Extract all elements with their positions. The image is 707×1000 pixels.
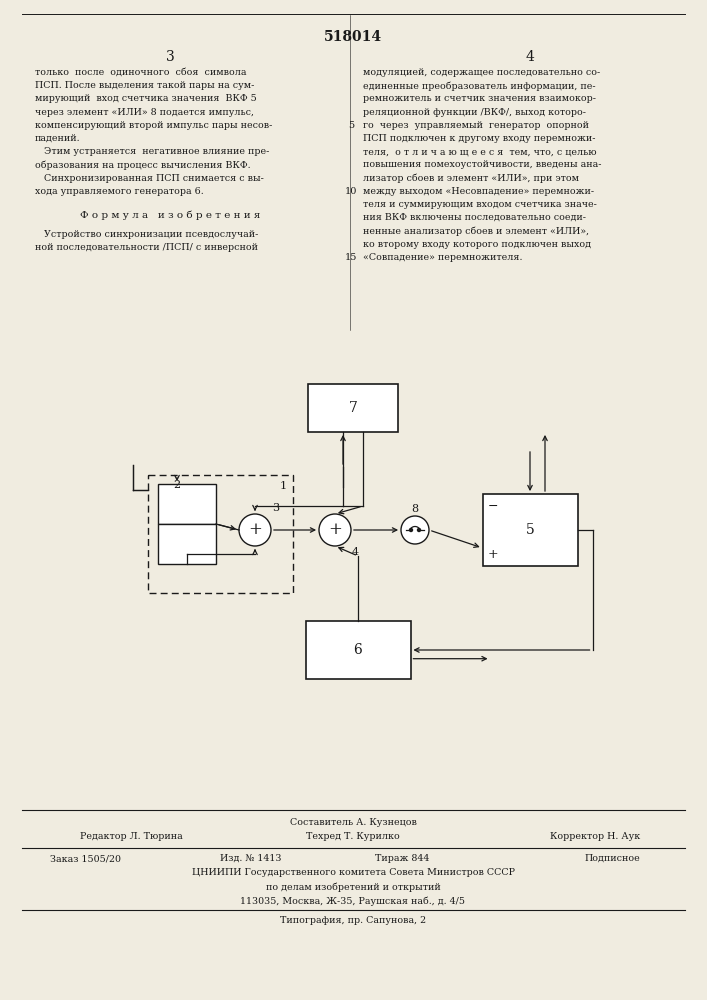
Text: теля,  о т л и ч а ю щ е е с я  тем, что, с целью: теля, о т л и ч а ю щ е е с я тем, что, … bbox=[363, 147, 597, 156]
Text: ненные анализатор сбоев и элемент «ИЛИ»,: ненные анализатор сбоев и элемент «ИЛИ», bbox=[363, 226, 589, 236]
Text: лизатор сбоев и элемент «ИЛИ», при этом: лизатор сбоев и элемент «ИЛИ», при этом bbox=[363, 174, 579, 183]
Circle shape bbox=[319, 514, 351, 546]
Text: Типография, пр. Сапунова, 2: Типография, пр. Сапунова, 2 bbox=[280, 916, 426, 925]
Text: 15: 15 bbox=[345, 253, 357, 262]
Circle shape bbox=[401, 516, 429, 544]
Text: −: − bbox=[488, 499, 498, 512]
Text: между выходом «Несовпадение» перемножи-: между выходом «Несовпадение» перемножи- bbox=[363, 187, 594, 196]
Text: по делам изобретений и открытий: по делам изобретений и открытий bbox=[266, 882, 440, 892]
Text: образования на процесс вычисления ВКФ.: образования на процесс вычисления ВКФ. bbox=[35, 160, 250, 170]
Text: 5: 5 bbox=[525, 523, 534, 537]
Text: Ф о р м у л а   и з о б р е т е н и я: Ф о р м у л а и з о б р е т е н и я bbox=[80, 210, 260, 220]
Text: Составитель А. Кузнецов: Составитель А. Кузнецов bbox=[290, 818, 416, 827]
Text: модуляцией, содержащее последовательно со-: модуляцией, содержащее последовательно с… bbox=[363, 68, 600, 77]
Text: 7: 7 bbox=[349, 401, 358, 415]
Circle shape bbox=[239, 514, 271, 546]
Circle shape bbox=[418, 528, 421, 532]
Text: ПСП. После выделения такой пары на сум-: ПСП. После выделения такой пары на сум- bbox=[35, 81, 255, 90]
Text: 518014: 518014 bbox=[324, 30, 382, 44]
Circle shape bbox=[409, 528, 412, 532]
Bar bbox=[148, 475, 293, 593]
Text: Устройство синхронизации псевдослучай-: Устройство синхронизации псевдослучай- bbox=[35, 230, 258, 239]
Text: ния ВКФ включены последовательно соеди-: ния ВКФ включены последовательно соеди- bbox=[363, 213, 586, 222]
Text: Корректор Н. Аук: Корректор Н. Аук bbox=[550, 832, 640, 841]
Text: 6: 6 bbox=[354, 643, 363, 657]
Text: единенные преобразователь информации, пе-: единенные преобразователь информации, пе… bbox=[363, 81, 595, 91]
Text: Тираж 844: Тираж 844 bbox=[375, 854, 429, 863]
Text: повышения помехоустойчивости, введены ана-: повышения помехоустойчивости, введены ан… bbox=[363, 160, 602, 169]
Text: 10: 10 bbox=[345, 187, 357, 196]
Text: ко второму входу которого подключен выход: ко второму входу которого подключен выхо… bbox=[363, 240, 591, 249]
Bar bbox=[482, 494, 578, 566]
Text: +: + bbox=[248, 522, 262, 538]
Text: Редактор Л. Тюрина: Редактор Л. Тюрина bbox=[80, 832, 182, 841]
Bar bbox=[158, 524, 216, 564]
Text: ЦНИИПИ Государственного комитета Совета Министров СССР: ЦНИИПИ Государственного комитета Совета … bbox=[192, 868, 515, 877]
Text: 5: 5 bbox=[348, 121, 354, 130]
Bar bbox=[308, 384, 398, 432]
Text: хода управляемого генератора 6.: хода управляемого генератора 6. bbox=[35, 187, 204, 196]
Text: падений.: падений. bbox=[35, 134, 81, 143]
Text: +: + bbox=[488, 548, 498, 560]
Text: «Совпадение» перемножителя.: «Совпадение» перемножителя. bbox=[363, 253, 522, 262]
Bar bbox=[158, 484, 216, 524]
Text: ной последовательности /ПСП/ с инверсной: ной последовательности /ПСП/ с инверсной bbox=[35, 243, 258, 252]
Text: теля и суммирующим входом счетчика значе-: теля и суммирующим входом счетчика значе… bbox=[363, 200, 597, 209]
Text: +: + bbox=[328, 522, 342, 538]
Text: 1: 1 bbox=[280, 481, 287, 491]
Text: 2: 2 bbox=[173, 480, 180, 490]
Text: Заказ 1505/20: Заказ 1505/20 bbox=[50, 854, 121, 863]
Text: только  после  одиночного  сбоя  символа: только после одиночного сбоя символа bbox=[35, 68, 247, 77]
Text: компенсирующий второй импульс пары несов-: компенсирующий второй импульс пары несов… bbox=[35, 121, 272, 130]
Text: 3: 3 bbox=[165, 50, 175, 64]
Text: Этим устраняется  негативное влияние пре-: Этим устраняется негативное влияние пре- bbox=[35, 147, 269, 156]
Text: ремножитель и счетчик значения взаимокор-: ремножитель и счетчик значения взаимокор… bbox=[363, 94, 596, 103]
Text: ПСП подключен к другому входу перемножи-: ПСП подключен к другому входу перемножи- bbox=[363, 134, 595, 143]
Text: 3: 3 bbox=[272, 503, 279, 513]
Text: реляционной функции /ВКФ/, выход которо-: реляционной функции /ВКФ/, выход которо- bbox=[363, 108, 586, 117]
Text: Изд. № 1413: Изд. № 1413 bbox=[220, 854, 281, 863]
Text: 8: 8 bbox=[411, 504, 419, 514]
Text: Синхронизированная ПСП снимается с вы-: Синхронизированная ПСП снимается с вы- bbox=[35, 174, 264, 183]
Text: 4: 4 bbox=[525, 50, 534, 64]
Text: через элемент «ИЛИ» 8 подается импульс,: через элемент «ИЛИ» 8 подается импульс, bbox=[35, 108, 254, 117]
Text: мирующий  вход счетчика значения  ВКФ 5: мирующий вход счетчика значения ВКФ 5 bbox=[35, 94, 257, 103]
Text: Техред Т. Курилко: Техред Т. Курилко bbox=[306, 832, 400, 841]
Bar bbox=[305, 621, 411, 679]
Text: 4: 4 bbox=[352, 547, 359, 557]
Text: го  через  управляемый  генератор  опорной: го через управляемый генератор опорной bbox=[363, 121, 589, 130]
Text: 113035, Москва, Ж-35, Раушская наб., д. 4/5: 113035, Москва, Ж-35, Раушская наб., д. … bbox=[240, 896, 465, 906]
Text: Подписное: Подписное bbox=[584, 854, 640, 863]
